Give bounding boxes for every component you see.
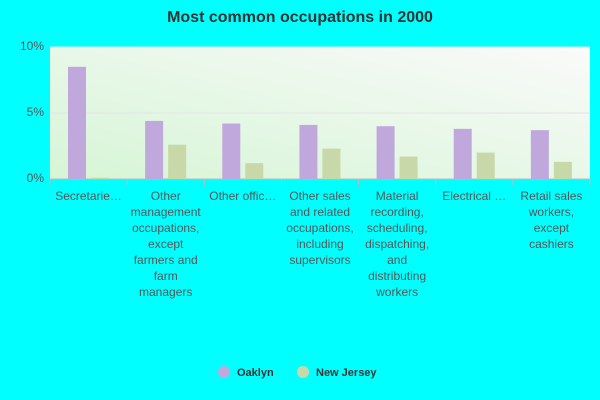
legend-swatch bbox=[218, 366, 230, 378]
legend-swatch bbox=[297, 366, 309, 378]
legend-label: Oaklyn bbox=[237, 367, 274, 379]
bar bbox=[376, 126, 395, 179]
legend-label: New Jersey bbox=[316, 367, 377, 379]
x-tick-label: Secretarie… bbox=[55, 189, 122, 203]
bar bbox=[299, 124, 318, 179]
bar bbox=[145, 120, 164, 179]
y-tick-label: 0% bbox=[27, 171, 45, 185]
bar bbox=[222, 123, 241, 179]
y-tick-label: 10% bbox=[20, 39, 44, 53]
bar bbox=[553, 161, 572, 179]
bar bbox=[168, 144, 187, 179]
chart-title: Most common occupations in 2000 bbox=[167, 9, 433, 26]
bar bbox=[68, 66, 86, 179]
bar bbox=[453, 128, 472, 179]
bar bbox=[399, 156, 418, 179]
bar bbox=[91, 177, 109, 179]
x-tick-label: Retail sales workers, except cashiers bbox=[520, 189, 583, 251]
bar bbox=[245, 163, 264, 179]
bar bbox=[322, 148, 341, 179]
bar bbox=[476, 152, 495, 179]
y-tick-label: 5% bbox=[27, 105, 45, 119]
x-tick-label: Other sales and related occupations, inc… bbox=[286, 189, 354, 267]
x-tick-label: Electrical … bbox=[442, 189, 507, 203]
x-tick-label: Other management occupations, except far… bbox=[130, 189, 201, 299]
x-tick-label: Material recording, scheduling, dispatch… bbox=[365, 189, 430, 299]
bar bbox=[530, 130, 549, 179]
x-tick-label: Other offic… bbox=[209, 189, 277, 203]
